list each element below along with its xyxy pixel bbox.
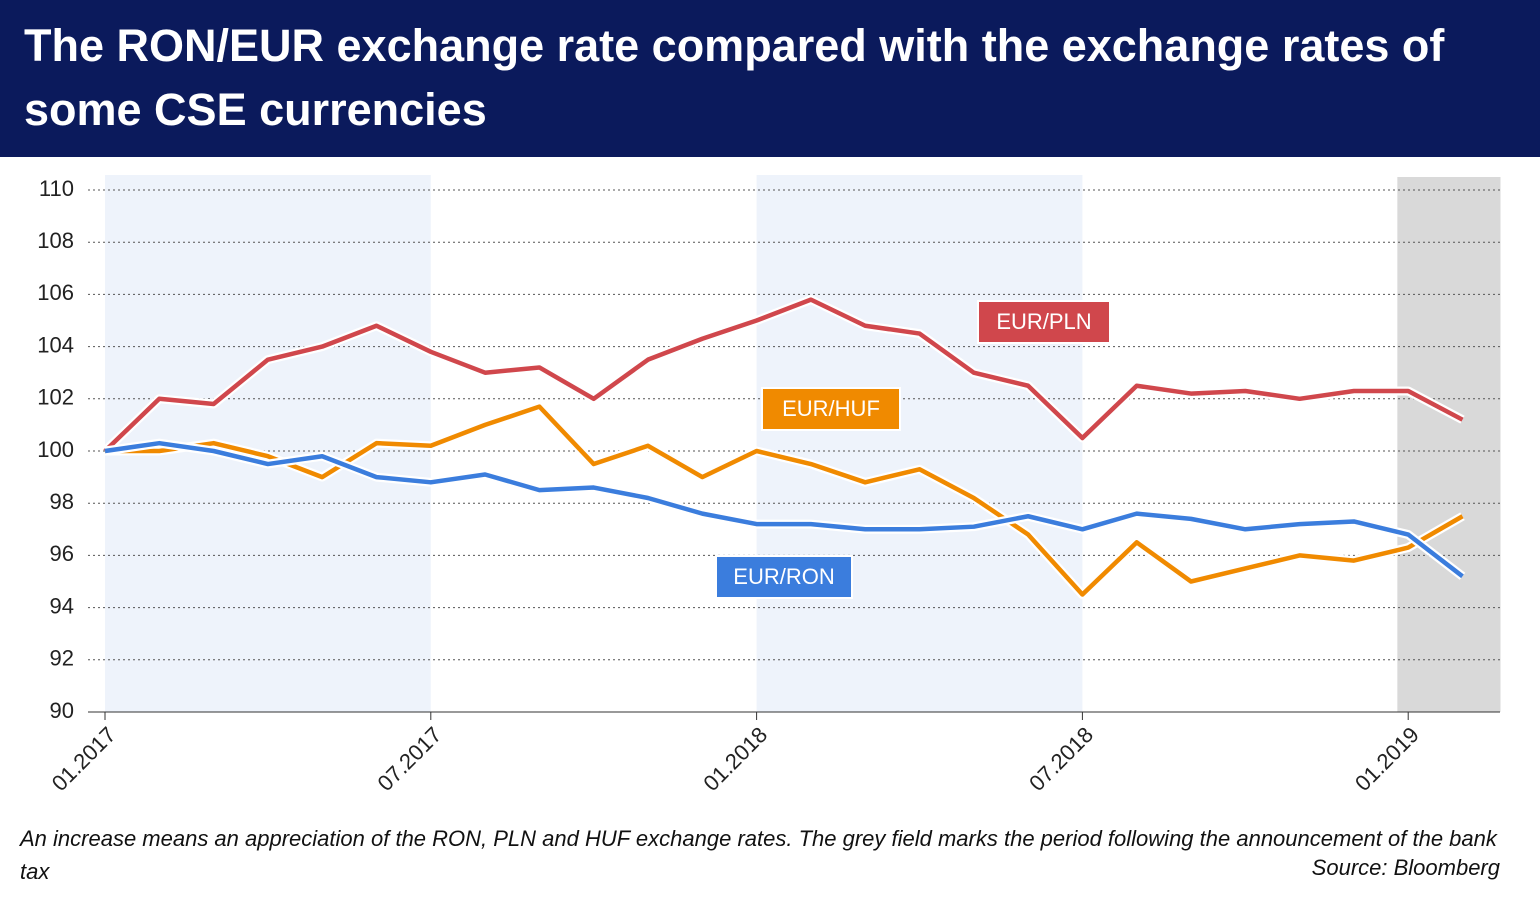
legend-label: EUR/RON <box>733 564 834 589</box>
y-tick-label: 92 <box>50 646 74 671</box>
legend-label: EUR/PLN <box>996 309 1091 334</box>
y-tick-label: 108 <box>37 228 74 253</box>
x-tick-label: 07.2017 <box>373 722 447 796</box>
legend-label: EUR/HUF <box>782 396 880 421</box>
series-line <box>103 297 1464 453</box>
y-tick-label: 100 <box>37 437 74 462</box>
y-tick-label: 102 <box>37 385 74 410</box>
header-band <box>0 0 1540 157</box>
y-tick-label: 96 <box>50 541 74 566</box>
y-tick-label: 98 <box>50 489 74 514</box>
x-tick-label: 01.2017 <box>47 722 121 796</box>
legend-box <box>761 387 901 431</box>
footnote: An increase means an appreciation of the… <box>20 826 1497 884</box>
y-tick-label: 104 <box>37 332 74 357</box>
y-tick-label: 94 <box>50 593 74 618</box>
legend-box <box>977 300 1111 344</box>
period-band <box>1397 177 1501 712</box>
y-tick-label: 110 <box>39 176 74 201</box>
series-line <box>105 404 1464 597</box>
x-tick-label: 07.2018 <box>1024 722 1098 796</box>
period-band <box>756 175 1083 712</box>
series-line <box>104 440 1464 579</box>
x-tick-label: 01.2018 <box>698 722 772 796</box>
legend-box <box>715 555 853 599</box>
source: Source: Bloomberg <box>1311 855 1500 880</box>
chart-title: The RON/EUR exchange rate compared with … <box>24 20 1445 135</box>
y-tick-label: 106 <box>37 280 74 305</box>
y-tick-label: 90 <box>50 698 74 723</box>
x-tick-label: 01.2019 <box>1350 722 1424 796</box>
